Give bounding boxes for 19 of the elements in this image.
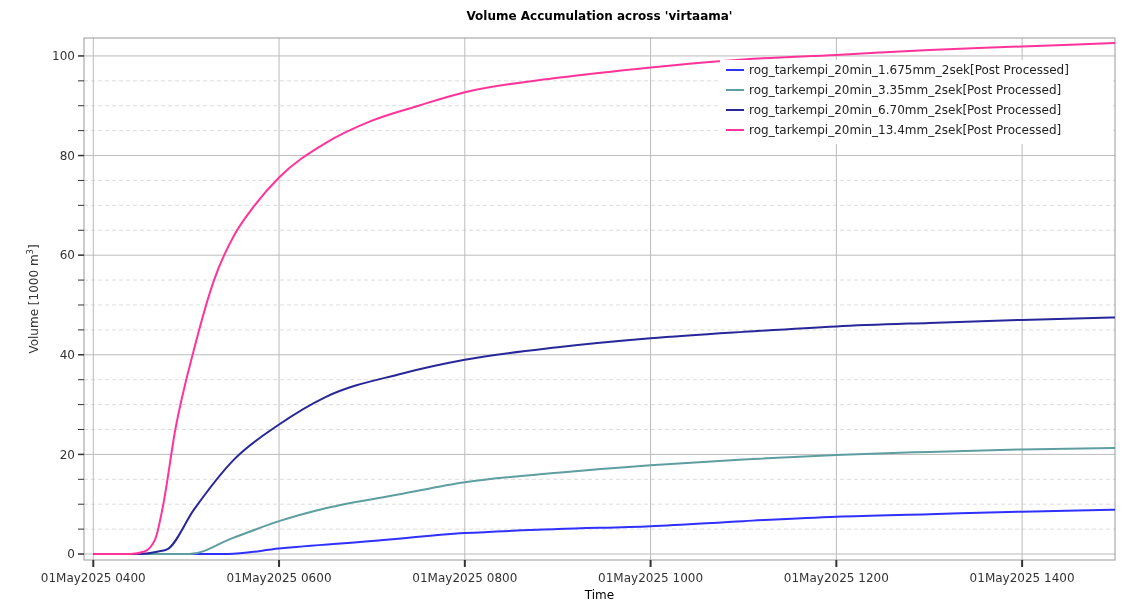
- x-tick-label: 01May2025 0600: [226, 571, 332, 585]
- x-tick-label: 01May2025 1200: [783, 571, 889, 585]
- legend-label: rog_tarkempi_20min_1.675mm_2sek[Post Processed]: [749, 63, 1069, 78]
- x-tick-label: 01May2025 0400: [40, 571, 146, 585]
- y-tick-label: 80: [59, 148, 75, 163]
- x-tick-label: 01May2025 1400: [969, 571, 1075, 585]
- chart-title: Volume Accumulation across 'virtaama': [466, 9, 733, 23]
- y-tick-label: 20: [59, 447, 75, 462]
- legend-label: rog_tarkempi_20min_13.4mm_2sek[Post Processed]: [749, 123, 1062, 138]
- x-axis-title: Time: [583, 588, 615, 602]
- y-tick-label: 60: [59, 248, 75, 263]
- y-tick-label: 100: [52, 49, 75, 64]
- line-series: [92, 41, 1115, 556]
- x-tick-label: 01May2025 1000: [598, 571, 704, 585]
- y-tick-label: 40: [59, 347, 75, 362]
- y-tick-label: 0: [67, 547, 75, 562]
- legend-label: rog_tarkempi_20min_6.70mm_2sek[Post Processed]: [749, 103, 1062, 118]
- x-tick-label: 01May2025 0800: [412, 571, 518, 585]
- legend-label: rog_tarkempi_20min_3.35mm_2sek[Post Processed]: [749, 83, 1062, 98]
